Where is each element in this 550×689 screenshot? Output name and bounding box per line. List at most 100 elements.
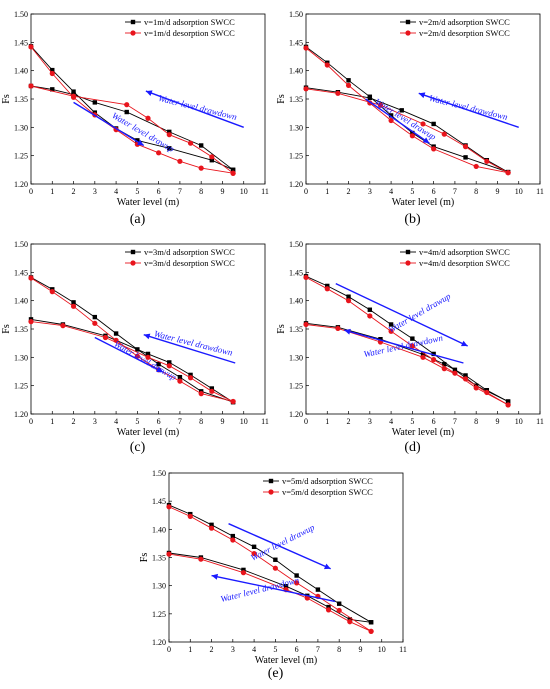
x-tick-label: 7 — [178, 417, 182, 426]
chart-svg-e: 0 1 2 3 4 5 6 7 8 9 10 11 1.20 1.25 1.30 1.35 1.40 1.45 1.… — [139, 469, 407, 666]
panel-caption-a: (a) — [129, 212, 146, 227]
legend-label-desorption: v=3m/d desorption SWCC — [144, 258, 235, 268]
data-point-desorption — [431, 146, 437, 152]
annotation-arrow-line — [335, 283, 468, 347]
data-point-desorption — [251, 550, 257, 557]
y-tick-label: 1.50 — [14, 240, 28, 249]
x-tick-label: 3 — [93, 417, 97, 426]
data-point-desorption — [177, 158, 183, 164]
x-tick-label: 9 — [495, 417, 499, 426]
y-tick-label: 1.30 — [152, 582, 166, 591]
x-tick-label: 6 — [432, 417, 436, 426]
annotation-arrow-line — [228, 523, 331, 570]
x-tick-label: 0 — [29, 187, 33, 196]
data-point-adsorption — [230, 167, 236, 173]
data-point-desorption — [230, 170, 236, 176]
x-tick-label: 3 — [93, 187, 97, 196]
annotation-arrow-line — [145, 90, 244, 128]
annotation-arrow-line — [365, 98, 430, 144]
chart-panel-d: 0 1 2 3 4 5 6 7 8 9 10 11 1.20 1.25 1.30 1.35 1.40 1.45 1.… — [275, 230, 550, 460]
data-point-desorption — [28, 83, 34, 89]
x-tick-label: 7 — [453, 187, 457, 196]
y-tick-label: 1.20 — [289, 410, 303, 419]
data-point-desorption — [209, 154, 215, 160]
data-point-desorption — [187, 375, 194, 381]
legend-marker-adsorption — [130, 249, 136, 255]
data-point-desorption — [420, 354, 426, 360]
panel-caption-c: (c) — [129, 440, 146, 455]
chart-svg-d: 0 1 2 3 4 5 6 7 8 9 10 11 1.20 1.25 1.30 1.35 1.40 1.45 1.… — [276, 240, 544, 438]
chart-svg-c: 0 1 2 3 4 5 6 7 8 9 10 11 1.20 1.25 1.30 1.35 1.40 1.45 1.… — [1, 240, 269, 438]
y-tick-label: 1.25 — [14, 152, 28, 161]
y-tick-label: 1.35 — [289, 325, 303, 334]
data-point-adsorption — [209, 522, 214, 528]
data-point-desorption — [484, 158, 490, 164]
data-point-adsorption — [325, 283, 330, 289]
annotation-arrow-line — [418, 92, 519, 128]
series-line-desorption — [30, 277, 234, 402]
annotation-arrowhead — [422, 137, 430, 144]
legend-marker-desorption — [405, 30, 411, 36]
data-point-adsorption — [92, 314, 98, 320]
data-point-desorption — [60, 323, 66, 329]
annotation-arrowhead — [145, 90, 153, 96]
data-point-adsorption — [368, 620, 374, 625]
panel-caption-e: (e) — [267, 666, 284, 681]
annotation-arrowhead — [137, 139, 144, 146]
x-tick-label: 5 — [135, 417, 139, 426]
data-point-desorption — [134, 353, 140, 359]
data-point-desorption — [303, 274, 309, 281]
data-point-desorption — [70, 303, 77, 309]
data-point-adsorption — [230, 533, 236, 539]
legend-marker-desorption — [405, 260, 411, 266]
annotation-arrow-line — [211, 574, 336, 603]
x-tick-label: 5 — [135, 187, 139, 196]
data-point-adsorption — [399, 108, 404, 113]
data-point-desorption — [208, 525, 215, 531]
data-point-adsorption — [273, 557, 278, 562]
x-tick-label: 3 — [368, 187, 372, 196]
annotation-label: Water level drawup — [373, 96, 438, 142]
annotation-arrowhead — [143, 333, 151, 340]
x-tick-label: 2 — [72, 187, 76, 196]
data-point-desorption — [166, 551, 172, 557]
data-point-adsorption — [346, 294, 351, 299]
y-tick-label: 1.20 — [152, 638, 166, 647]
data-point-adsorption — [463, 373, 468, 378]
x-tick-label: 11 — [536, 417, 544, 426]
x-tick-label: 7 — [453, 417, 457, 426]
x-tick-label: 1 — [188, 645, 192, 654]
legend-marker-desorption — [130, 30, 136, 36]
data-point-adsorption — [346, 78, 351, 83]
data-point-adsorption — [71, 300, 76, 305]
data-point-adsorption — [463, 155, 468, 160]
data-point-adsorption — [410, 336, 415, 341]
series-line-adsorption — [305, 87, 509, 173]
annotation-arrowhead — [156, 366, 163, 373]
data-point-adsorption — [167, 360, 172, 365]
data-point-desorption — [49, 289, 55, 295]
data-point-desorption — [303, 321, 309, 328]
data-point-desorption — [420, 121, 426, 127]
data-point-adsorption — [145, 351, 151, 357]
data-point-desorption — [272, 565, 278, 571]
x-axis-label: Water level (m) — [392, 197, 455, 208]
data-point-desorption — [325, 607, 332, 613]
data-point-desorption — [198, 556, 204, 562]
data-point-desorption — [92, 320, 98, 326]
series-line-adsorption — [30, 318, 234, 403]
y-tick-label: 1.30 — [14, 353, 28, 362]
series-line-adsorption — [30, 85, 234, 171]
data-point-desorption — [335, 325, 341, 332]
data-point-adsorption — [388, 113, 394, 118]
data-point-desorption — [409, 133, 415, 139]
x-tick-label: 4 — [252, 645, 256, 654]
annotation-arrow-line — [94, 336, 164, 373]
legend-label-desorption: v=1m/d desorption SWCC — [144, 28, 235, 38]
x-tick-label: 2 — [347, 187, 351, 196]
series-line-desorption — [30, 85, 234, 174]
data-point-desorption — [409, 343, 415, 349]
data-point-desorption — [324, 62, 330, 68]
data-point-desorption — [377, 102, 384, 108]
chart-svg-b: 0 1 2 3 4 5 6 7 8 9 10 11 1.20 1.25 1.30 1.35 1.40 1.45 1.… — [276, 10, 544, 208]
